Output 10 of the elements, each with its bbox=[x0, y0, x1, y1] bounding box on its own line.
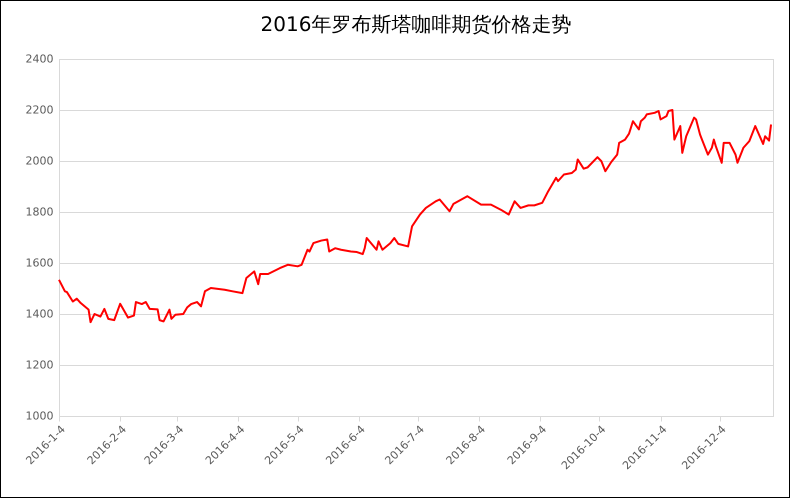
y-tick-label: 2400 bbox=[26, 52, 54, 66]
line-series bbox=[58, 109, 772, 324]
y-tick-label: 2200 bbox=[26, 104, 54, 116]
y-tick-label: 1400 bbox=[26, 308, 54, 320]
y-tick-label: 1000 bbox=[26, 410, 54, 422]
y-tick-label: 1600 bbox=[26, 256, 54, 270]
chart-title: 2016年罗布斯塔咖啡期货价格走势 bbox=[260, 12, 572, 36]
y-tick-label: 1800 bbox=[26, 206, 54, 218]
y-tick-label: 2000 bbox=[26, 154, 54, 168]
y-tick-label: 1200 bbox=[26, 358, 54, 372]
